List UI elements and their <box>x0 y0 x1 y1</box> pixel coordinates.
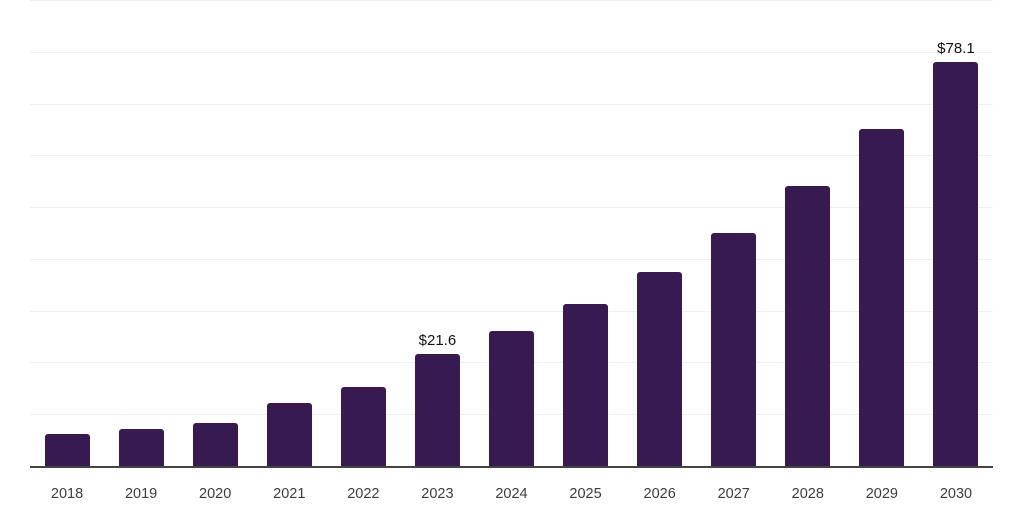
bar-2021 <box>266 402 312 466</box>
bar-2025 <box>563 304 609 466</box>
bar-2029 <box>859 129 905 466</box>
x-axis-tick-label-2029: 2029 <box>865 486 899 502</box>
x-axis-tick-label-2025: 2025 <box>569 486 602 502</box>
x-axis-tick-label-2021: 2021 <box>273 486 306 502</box>
bar-2030 <box>933 61 979 466</box>
plot-area: $21.6 $78.1 <box>30 0 993 467</box>
bar-2023 <box>414 354 460 466</box>
x-axis-tick-label-2030: 2030 <box>939 486 973 502</box>
gridline <box>30 310 993 312</box>
bar-2027 <box>711 233 757 466</box>
bar-2024 <box>489 331 534 466</box>
bar-2026 <box>637 271 683 466</box>
bar-2020 <box>192 423 238 466</box>
x-axis-tick-label-2028: 2028 <box>791 486 824 502</box>
gridline <box>30 51 993 53</box>
bar-2018 <box>44 433 90 466</box>
bar-2022 <box>340 386 386 466</box>
x-axis-tick-label-2020: 2020 <box>199 486 232 502</box>
x-axis-tick-label-2027: 2027 <box>717 486 750 502</box>
gridline <box>30 155 993 157</box>
x-axis-tick-label-2018: 2018 <box>50 486 84 502</box>
gridline <box>30 103 993 105</box>
x-axis-line <box>30 466 993 468</box>
x-axis-tick-label-2022: 2022 <box>347 486 380 502</box>
gridline <box>30 258 993 260</box>
bar-2028 <box>785 185 831 466</box>
gridline <box>30 207 993 209</box>
x-axis-tick-label-2023: 2023 <box>421 486 454 502</box>
bar-value-label-2030: $78.1 <box>937 39 975 57</box>
x-axis-tick-label-2019: 2019 <box>124 486 158 502</box>
bar-value-label-2023: $21.6 <box>418 332 457 350</box>
x-axis-tick-label-2026: 2026 <box>643 486 676 502</box>
gridline <box>30 0 993 1</box>
x-axis-tick-label-2024: 2024 <box>495 486 528 502</box>
bar-2019 <box>118 429 164 466</box>
